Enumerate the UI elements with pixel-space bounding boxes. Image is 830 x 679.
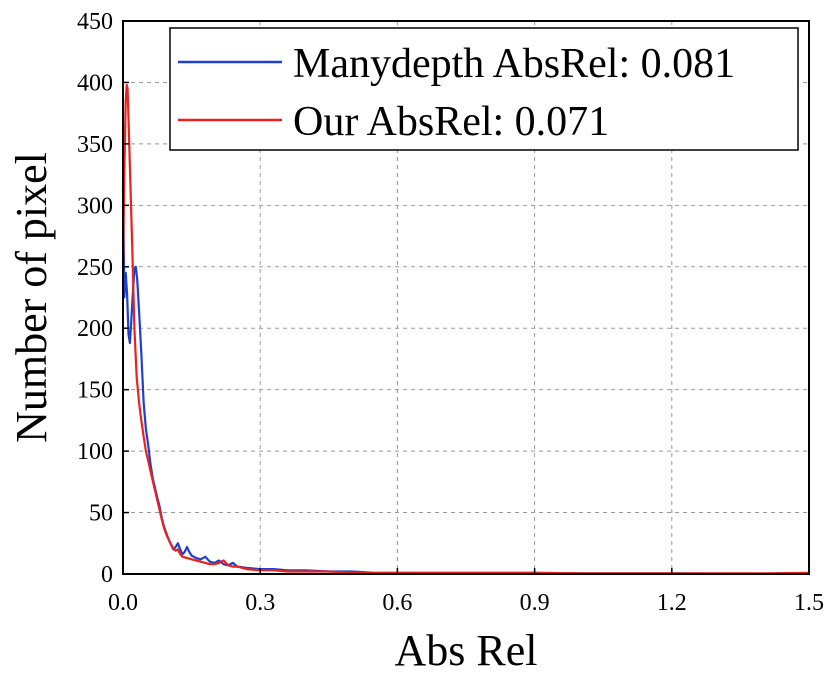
series-line-ours [121, 83, 810, 575]
y-axis-title: Number of pixel [7, 152, 56, 443]
y-tick-label: 0 [101, 562, 113, 588]
y-tick-label: 350 [77, 132, 113, 158]
x-tick-label: 0.0 [108, 590, 138, 616]
plot-frame [122, 20, 810, 575]
legend: Manydepth AbsRel: 0.081 Our AbsRel: 0.07… [169, 27, 799, 151]
legend-label-manydepth: Manydepth AbsRel: 0.081 [293, 41, 735, 87]
x-tick-label: 1.5 [794, 590, 824, 616]
legend-box [169, 27, 799, 151]
legend-label-ours: Our AbsRel: 0.071 [293, 99, 609, 145]
y-tick-label: 150 [77, 378, 113, 404]
x-axis-title: Abs Rel [395, 626, 538, 675]
y-tick-label: 50 [89, 501, 113, 527]
x-tick-label: 0.3 [245, 590, 275, 616]
series-layer [121, 83, 810, 575]
y-axis-ticks: 0 50 100 150 200 250 300 350 400 450 [77, 9, 129, 588]
y-tick-label: 200 [77, 316, 113, 342]
y-tick-label: 300 [77, 193, 113, 219]
series-line-manydepth [121, 186, 809, 575]
x-axis-ticks: 0.0 0.3 0.6 0.9 1.2 1.5 [108, 568, 824, 616]
y-tick-label: 100 [77, 439, 113, 465]
y-tick-label: 400 [77, 70, 113, 96]
x-tick-label: 1.2 [657, 590, 687, 616]
y-tick-label: 250 [77, 255, 113, 281]
x-tick-label: 0.6 [382, 590, 412, 616]
x-tick-label: 0.9 [520, 590, 550, 616]
y-tick-label: 450 [77, 9, 113, 35]
